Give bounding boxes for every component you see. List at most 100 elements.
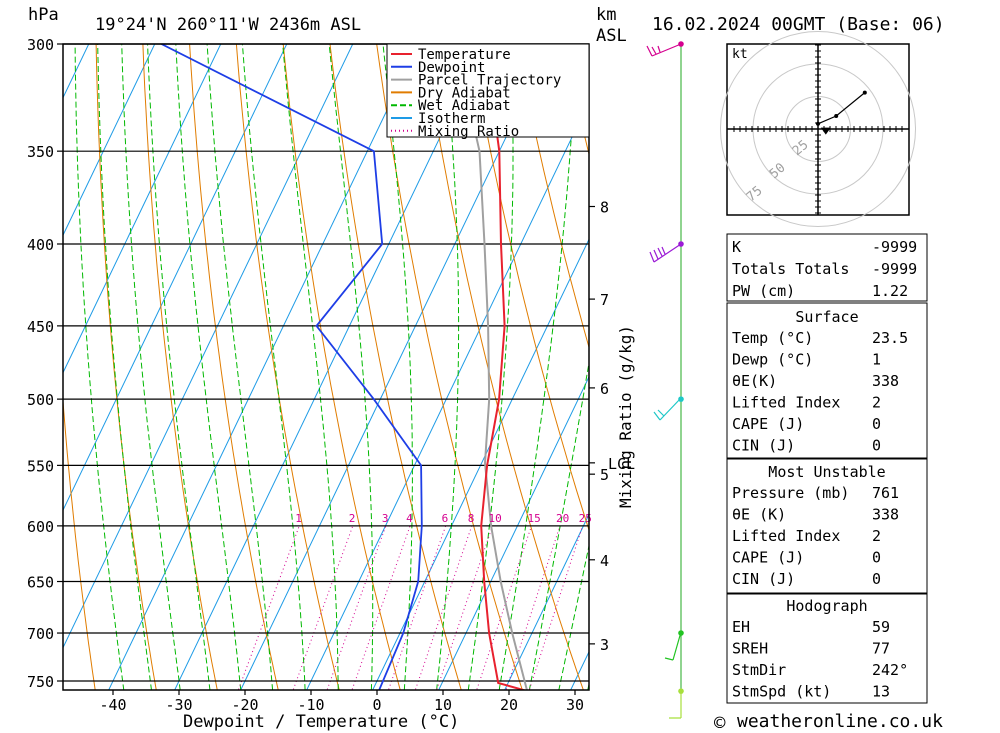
mixing-ratio-label: 4 [406,512,413,525]
table-value: 2 [872,527,881,545]
height-tick-label: 8 [600,199,609,217]
dry-adiabat-line [235,44,340,690]
wind-profile-column [646,41,684,719]
temperature-tick-label: -30 [165,696,192,714]
datetime-title: 16.02.2024 00GMT (Base: 06) [652,14,945,35]
table-value: -9999 [872,238,917,256]
table-value: 242° [872,661,908,679]
wet-adiabat-line [175,44,242,690]
table-label: Lifted Index [732,394,840,412]
height-tick-label: 4 [600,552,609,570]
dry-adiabat-line [376,44,523,690]
mixing-ratio-axis-title: Mixing Ratio (g/kg) [616,325,635,508]
wind-level-marker [678,396,684,402]
dry-adiabat-line [2,20,37,708]
wet-adiabat-line [498,44,577,690]
hodograph-point [862,90,867,95]
mixing-ratio-label: 15 [527,512,540,525]
pressure-tick-label: 750 [27,673,54,691]
legend-entry: Mixing Ratio [418,124,519,140]
table-label: Temp (°C) [732,329,813,347]
height-unit-asl: ASL [596,26,627,46]
isotherm-line [108,44,420,690]
height-unit-km: km [596,5,616,25]
table-value: 761 [872,484,899,502]
table-value: 13 [872,683,890,701]
wet-adiabat-line [328,44,374,690]
dry-adiabat-line [329,44,462,690]
background-lines [0,20,1000,708]
height-tick-label: 3 [600,636,609,654]
hodograph-point [816,121,820,126]
mixing-ratio-label: 10 [489,512,502,525]
hodograph-ring [720,31,916,227]
wind-barb [646,43,682,57]
pressure-tick-label: 650 [27,574,54,592]
table-label: EH [732,618,750,636]
temperature-tick-labels: -40 -30 -20 -10 0 10 20 30 [99,690,584,714]
pressure-tick-label: 500 [27,391,54,409]
dewpoint-line [160,44,423,690]
legend-entry: Dry Adiabat [418,85,511,101]
mixing-ratio-label: 6 [442,512,449,525]
table-label: StmDir [732,661,786,679]
table-value: -9999 [872,260,917,278]
mixing-ratio-label: 20 [556,512,569,525]
wet-adiabat-line [74,44,125,690]
dry-adiabat-line [63,395,96,690]
temperature-line [480,44,527,690]
temperature-tick-label: 20 [500,696,518,714]
hodograph-table-box [726,593,928,704]
location-title: 19°24'N 260°11'W 2436m ASL [95,15,361,35]
table-value: 1.22 [872,282,908,300]
temperature-tick-label: -10 [297,696,324,714]
wet-adiabat-line [382,44,413,690]
table-value: 0 [872,437,881,455]
mixing-ratio-label: 8 [468,512,475,525]
wind-barb [664,631,682,661]
wind-barb [649,243,682,263]
legend-entry: Temperature [418,47,511,63]
height-tick-label: 5 [600,466,609,484]
dry-adiabat-line [422,44,584,690]
height-tick-label: 7 [600,291,609,309]
surface-box [726,302,928,459]
temperature-tick-label: -20 [231,696,258,714]
hodograph-unit: kt [732,47,748,62]
dry-adiabat-line [930,20,1000,708]
isotherm-line [0,20,34,708]
pressure-tick-labels: 300 350 400 450 500 550 600 650 700 750 [27,36,63,691]
table-label: CAPE (J) [732,415,804,433]
x-axis-title: Dewpoint / Temperature (°C) [183,712,459,732]
table-label: PW (cm) [732,282,795,300]
table-label: θE(K) [732,372,777,390]
temperature-tick-label: 30 [566,696,584,714]
dry-adiabat-line [142,44,218,690]
copyright-symbol: © [714,712,726,733]
wind-barb [653,397,682,421]
table-value: 77 [872,640,890,658]
surface-title: Surface [795,308,858,326]
hodograph-point [834,114,839,118]
pressure-tick-label: 350 [27,143,54,161]
dry-adiabat-line [976,20,1000,708]
table-value: 0 [872,549,881,567]
wet-adiabat-line [528,359,589,690]
table-label: CIN (J) [732,437,795,455]
isotherm-line [63,44,222,374]
wet-adiabat-line [121,44,181,690]
storm-motion-marker [820,127,831,135]
table-value: 338 [872,372,899,390]
pressure-tick-label: 700 [27,625,54,643]
lcl-label: LCL [608,455,635,473]
isotherm-line [63,44,288,512]
table-label: θE (K) [732,506,786,524]
hodograph-table-title: Hodograph [786,597,867,615]
pressure-tick-label: 600 [27,518,54,536]
isotherm-line [63,44,156,237]
temperature-tick-label: 10 [434,696,452,714]
pressure-unit-label: hPa [28,5,59,25]
mixing-ratio-label: 2 [349,512,356,525]
